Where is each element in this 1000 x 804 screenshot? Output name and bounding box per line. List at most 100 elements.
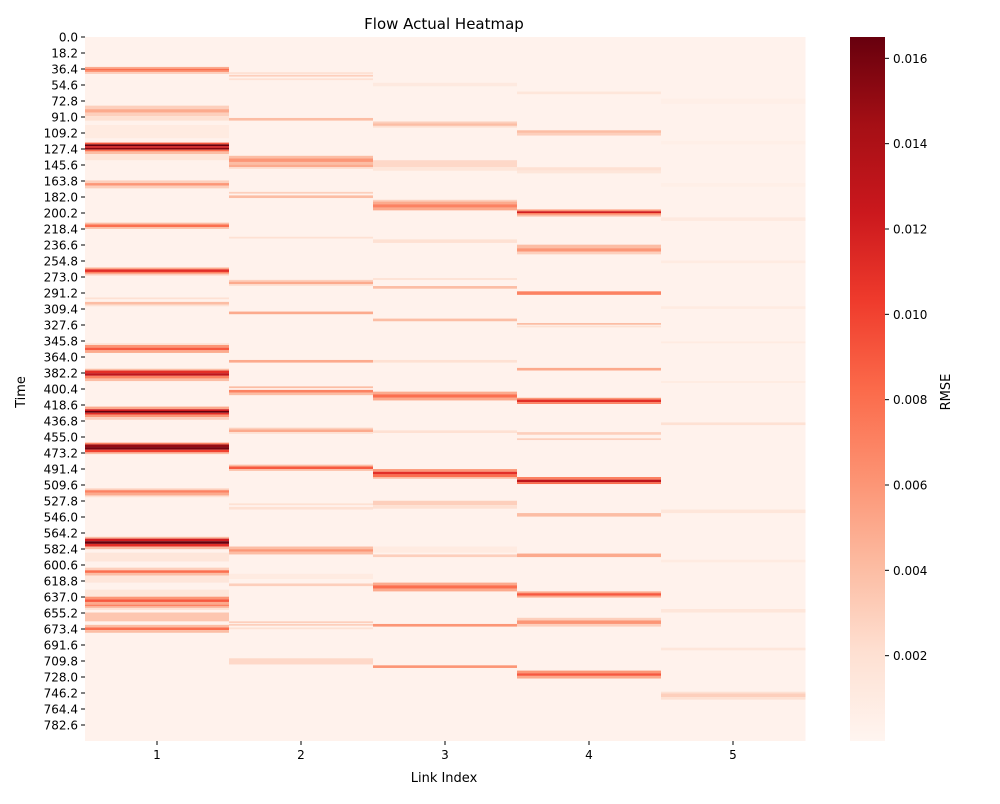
colorbar-label: RMSE xyxy=(939,374,954,411)
y-tick-label: 109.2 xyxy=(44,127,78,141)
heatmap-cell xyxy=(517,132,662,136)
y-tick-label: 473.2 xyxy=(44,447,78,461)
heatmap-column-3 xyxy=(373,37,518,741)
y-tick-label: 546.0 xyxy=(44,511,78,525)
heatmap-cell xyxy=(229,392,374,396)
heatmap-cell xyxy=(517,673,662,676)
y-tick-label: 618.8 xyxy=(44,575,78,589)
y-tick-label: 36.4 xyxy=(51,63,78,77)
y-tick-label: 782.6 xyxy=(44,719,78,733)
heatmap-cell xyxy=(229,506,374,510)
heatmap-cell xyxy=(85,589,230,597)
heatmap-cell xyxy=(85,347,230,351)
y-tick-label: 254.8 xyxy=(44,255,78,269)
heatmap-cell xyxy=(229,161,374,165)
heatmap-cell xyxy=(85,343,230,345)
heatmap-cell xyxy=(85,273,230,276)
y-tick-label: 309.4 xyxy=(44,303,78,317)
heatmap-cell xyxy=(517,291,662,295)
heatmap-cell xyxy=(229,658,374,665)
heatmap-cell xyxy=(229,155,374,159)
heatmap-cell xyxy=(661,609,806,613)
heatmap-cell xyxy=(85,142,230,145)
y-tick-label: 491.4 xyxy=(44,463,78,477)
heatmap-cell xyxy=(229,469,374,471)
heatmap-cell xyxy=(373,585,518,589)
heatmap-cell xyxy=(517,251,662,255)
heatmap-cell xyxy=(661,691,806,694)
heatmap-cell xyxy=(85,409,230,411)
heatmap-cell xyxy=(85,447,230,450)
heatmap-cell xyxy=(373,207,518,211)
colorbar-tick-label: 0.014 xyxy=(893,137,927,151)
y-tick-label: 54.6 xyxy=(51,79,78,93)
y-tick-label: 236.6 xyxy=(44,239,78,253)
heatmap-cell xyxy=(517,438,662,441)
y-tick-label: 746.2 xyxy=(44,687,78,701)
heatmap-cell xyxy=(517,367,662,371)
heatmap-cell xyxy=(373,505,518,509)
y-tick-label: 509.6 xyxy=(44,479,78,493)
heatmap-cell xyxy=(85,604,230,607)
heatmap-cell xyxy=(85,72,230,74)
heatmap-cell xyxy=(373,278,518,280)
heatmap-cell xyxy=(85,612,230,622)
heatmap-cell xyxy=(85,227,230,229)
colorbar-tick-label: 0.016 xyxy=(893,52,927,66)
heatmap-cell xyxy=(85,368,230,371)
y-tick-label: 691.6 xyxy=(44,639,78,653)
heatmap-cell xyxy=(85,183,230,186)
heatmap-cell xyxy=(229,627,374,630)
y-tick-label: 364.0 xyxy=(44,351,78,365)
heatmap-cells xyxy=(85,37,806,741)
heatmap-cell xyxy=(373,665,518,668)
heatmap-cell xyxy=(85,297,230,300)
heatmap-cell xyxy=(373,160,518,168)
heatmap-cell xyxy=(85,304,230,307)
heatmap-cell xyxy=(661,381,806,383)
heatmap-cell xyxy=(517,617,662,621)
x-tick-label: 3 xyxy=(441,748,449,762)
heatmap-cell xyxy=(517,167,662,171)
heatmap-cell xyxy=(85,411,230,413)
heatmap-cell xyxy=(85,147,230,150)
heatmap-cell xyxy=(85,224,230,228)
y-tick-label: 127.4 xyxy=(44,143,78,157)
heatmap-cell xyxy=(229,284,374,287)
heatmap-cell xyxy=(373,82,518,87)
heatmap-column-2 xyxy=(229,37,374,741)
heatmap-cell xyxy=(661,217,806,221)
heatmap-cell xyxy=(661,509,806,514)
heatmap-cell xyxy=(661,341,806,344)
heatmap-cell xyxy=(229,195,374,199)
heatmap-cell xyxy=(661,559,806,563)
heatmap-cell xyxy=(85,222,230,225)
heatmap-cell xyxy=(85,627,230,631)
y-tick-label: 455.0 xyxy=(44,431,78,445)
heatmap-cell xyxy=(517,591,662,594)
colorbar-tick-label: 0.008 xyxy=(893,393,927,407)
heatmap-cell xyxy=(229,546,374,550)
y-tick-label: 182.0 xyxy=(44,191,78,205)
heatmap-cell xyxy=(517,670,662,674)
heatmap-cell xyxy=(85,606,230,609)
y-tick-label: 600.6 xyxy=(44,559,78,573)
heatmap-cell xyxy=(229,72,374,74)
heatmap-cell xyxy=(517,325,662,328)
heatmap-cell xyxy=(373,474,518,477)
heatmap-cell xyxy=(85,112,230,117)
heatmap-cell xyxy=(85,546,230,550)
heatmap-cell xyxy=(229,466,374,470)
heatmap-cell xyxy=(85,492,230,496)
y-tick-label: 564.2 xyxy=(44,527,78,541)
colorbar xyxy=(850,37,885,741)
heatmap-cell xyxy=(229,549,374,552)
heatmap-cell xyxy=(85,269,230,272)
heatmap-cell xyxy=(661,693,806,697)
heatmap-cell xyxy=(85,596,230,600)
heatmap-cell xyxy=(517,214,662,217)
y-tick-label: 764.4 xyxy=(44,703,78,717)
heatmap-cell xyxy=(373,623,518,627)
